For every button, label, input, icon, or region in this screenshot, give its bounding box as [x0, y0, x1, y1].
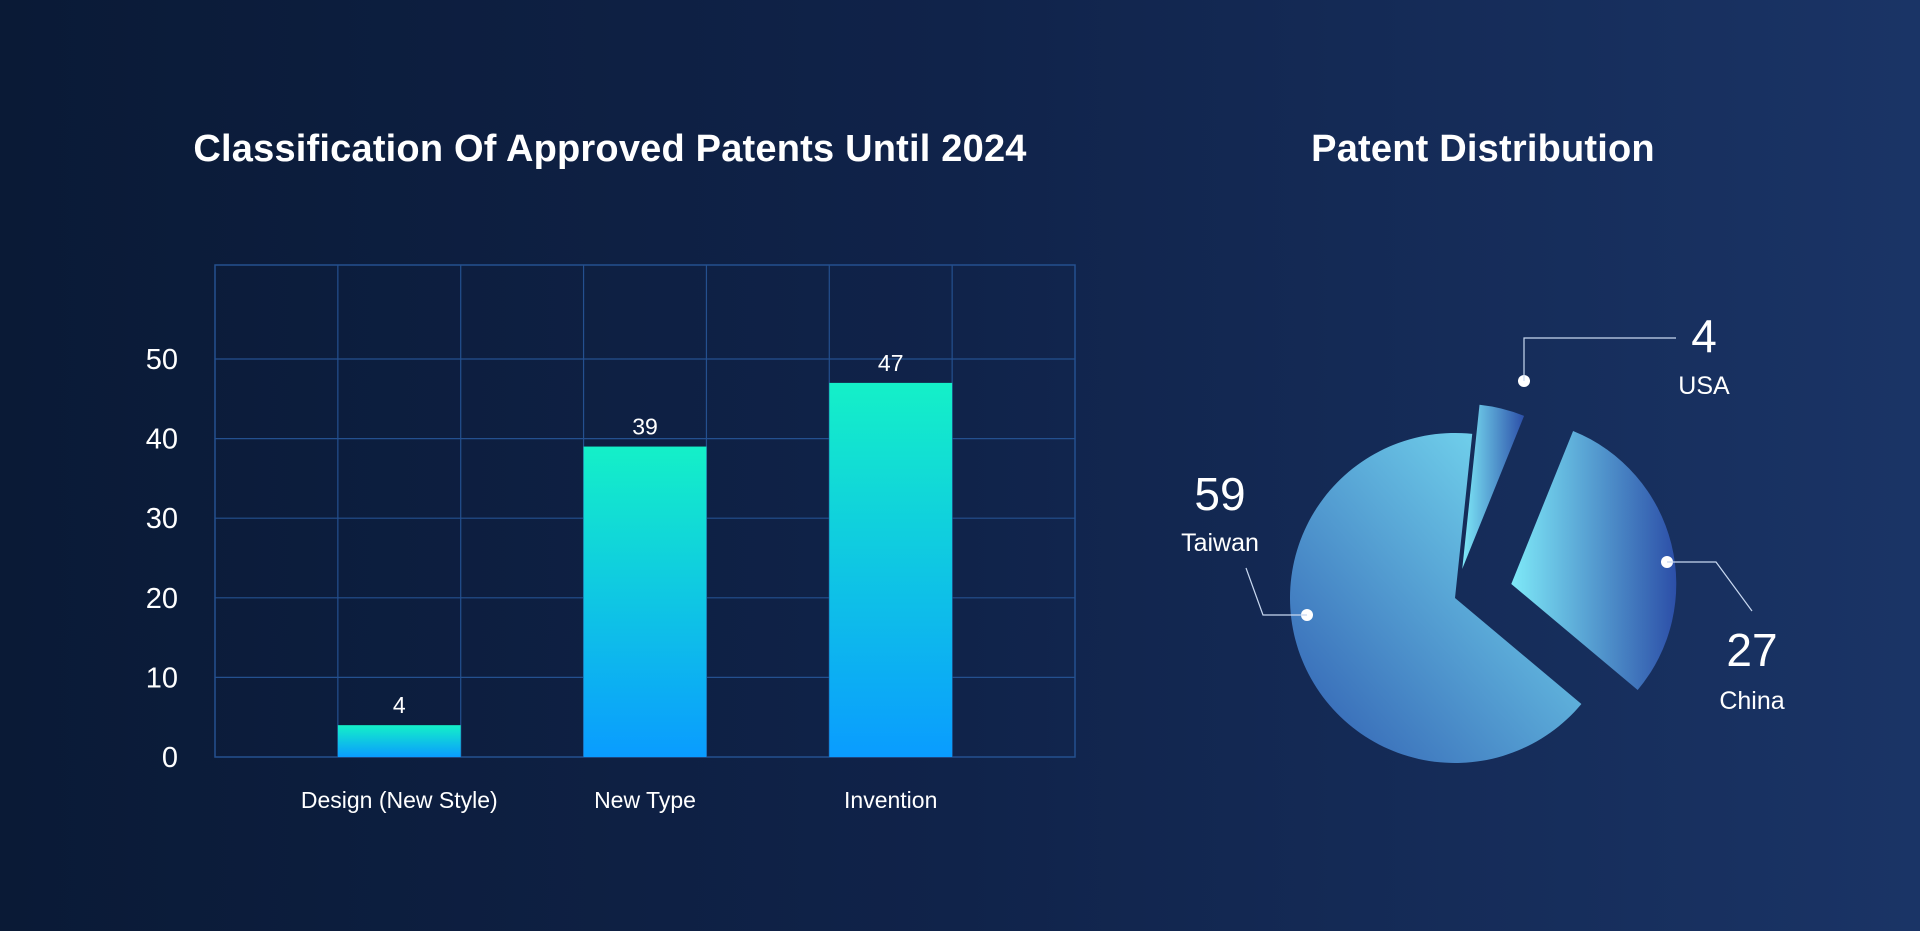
pie-chart-title: Patent Distribution — [1311, 128, 1655, 170]
pie-chart-labels: 59 Taiwan 4 USA 27 China — [1181, 310, 1785, 715]
pie-category-label: Taiwan — [1181, 529, 1259, 557]
callout-line — [1245, 567, 1307, 616]
category-label: Design (New Style) — [301, 787, 498, 813]
bar — [583, 446, 707, 757]
pie-value-label: 59 — [1194, 468, 1245, 520]
bar — [829, 382, 953, 757]
pie-slice-usa — [1462, 404, 1525, 569]
pie-chart-slices — [1289, 404, 1677, 763]
y-tick-label: 30 — [146, 503, 178, 535]
y-tick-label: 40 — [146, 424, 178, 456]
y-tick-label: 20 — [146, 583, 178, 615]
pie-slice-china — [1511, 430, 1677, 691]
pie-value-label: 27 — [1726, 624, 1777, 676]
bar-chart-data-labels: 4 39 47 — [393, 350, 904, 718]
bar-data-label: 47 — [878, 350, 904, 376]
y-tick-label: 0 — [162, 742, 178, 774]
pie-category-label: USA — [1678, 372, 1730, 400]
callout-line — [1523, 337, 1676, 381]
pie-slice-taiwan — [1289, 433, 1582, 763]
bar-chart-title: Classification Of Approved Patents Until… — [193, 128, 1027, 170]
bar-data-label: 39 — [632, 414, 658, 440]
bar-chart-bars — [337, 382, 953, 757]
pie-category-label: China — [1719, 687, 1784, 715]
callout-line — [1667, 561, 1753, 612]
category-label: Invention — [844, 787, 937, 813]
category-label: New Type — [594, 787, 696, 813]
y-tick-label: 50 — [146, 344, 178, 376]
bar — [337, 725, 461, 757]
bar-chart-y-axis: 0 10 20 30 40 50 — [146, 344, 178, 774]
bar-data-label: 4 — [393, 692, 406, 718]
bar-chart-x-axis: Design (New Style) New Type Invention — [301, 787, 938, 813]
pie-value-label: 4 — [1691, 310, 1717, 362]
y-tick-label: 10 — [146, 662, 178, 694]
